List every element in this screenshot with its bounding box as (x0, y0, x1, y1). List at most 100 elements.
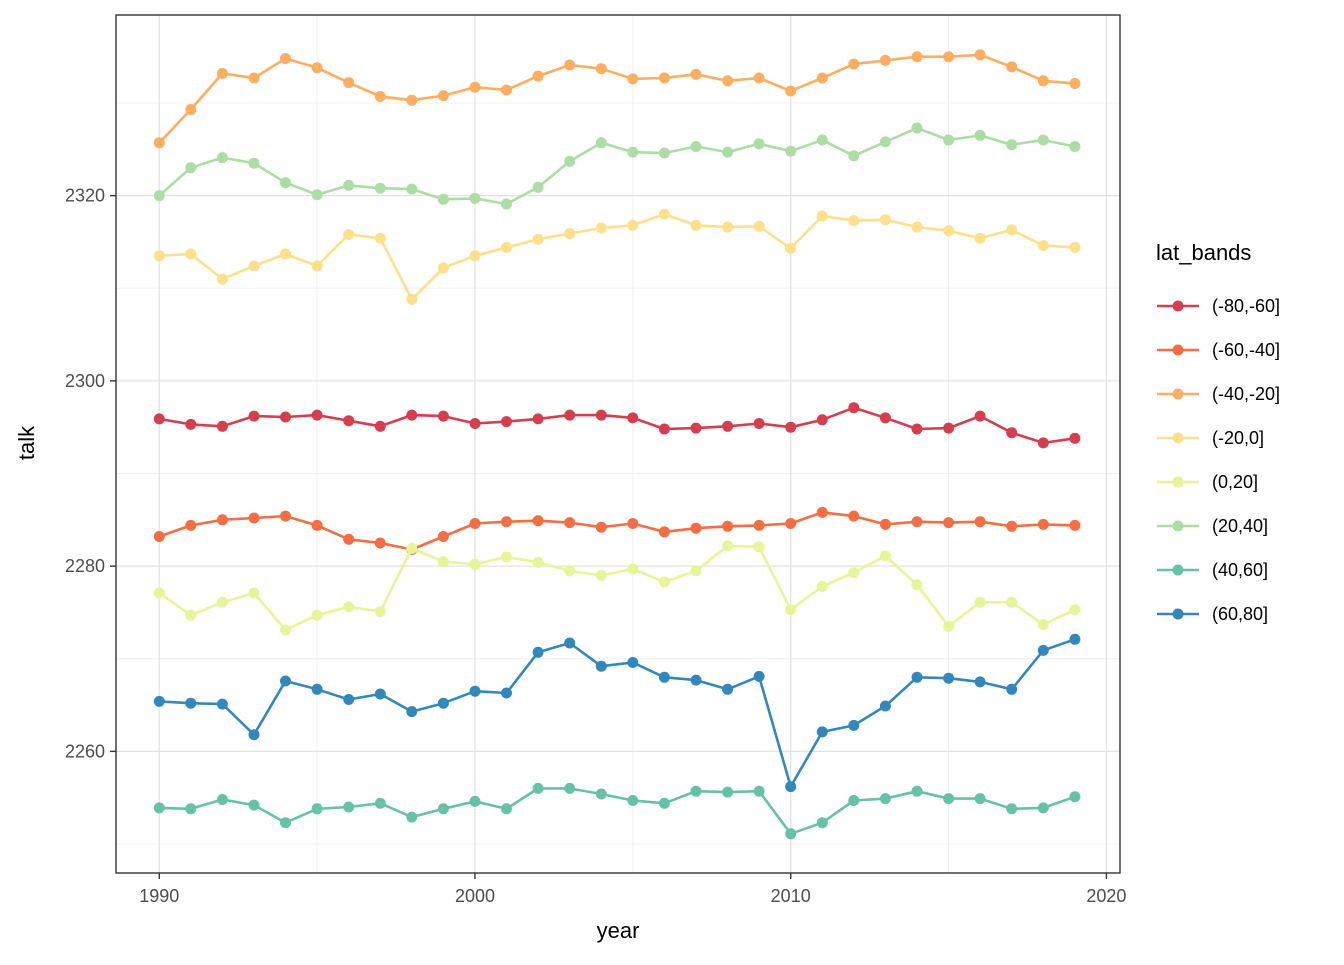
data-point (785, 518, 797, 529)
data-point (879, 412, 891, 424)
data-point (437, 410, 449, 422)
data-point (469, 558, 481, 570)
data-point (1037, 240, 1049, 252)
data-point (943, 672, 955, 684)
data-point (753, 418, 765, 429)
data-point (437, 262, 449, 274)
data-point (564, 228, 576, 240)
legend-item: (-20,0] (1156, 416, 1342, 460)
data-point (690, 422, 702, 434)
data-point (816, 210, 828, 222)
data-point (595, 222, 607, 234)
legend-key-icon (1157, 520, 1199, 532)
data-point (722, 540, 734, 552)
data-point (374, 91, 386, 102)
data-point (785, 604, 797, 616)
data-point (1037, 75, 1049, 87)
data-point (216, 596, 228, 608)
data-point (501, 242, 512, 253)
data-point (690, 522, 702, 534)
data-point (974, 596, 986, 608)
data-point (532, 413, 544, 425)
data-point (374, 537, 386, 549)
legend-item: (60,80] (1156, 592, 1342, 636)
legend-item-label: (-20,0] (1212, 427, 1265, 448)
data-point (753, 220, 765, 232)
data-point (185, 519, 197, 531)
data-point (722, 520, 734, 532)
data-point (185, 697, 197, 709)
data-point (1006, 427, 1018, 439)
data-point (406, 293, 418, 305)
data-point (469, 192, 481, 204)
data-point (816, 414, 828, 426)
data-point (943, 225, 955, 237)
data-point (595, 521, 607, 533)
data-point (658, 208, 670, 220)
data-point (658, 72, 670, 84)
legend-items: (-80,-60] (-60,-40] (-40,-20] (-20,0] (0,20]… (1156, 284, 1342, 636)
data-point (1006, 520, 1018, 532)
data-point (280, 53, 291, 64)
data-point (501, 803, 512, 815)
data-point (1006, 61, 1018, 73)
data-point (311, 609, 323, 621)
data-point (185, 248, 197, 260)
data-point (658, 671, 670, 683)
data-point (1006, 224, 1018, 236)
data-point (974, 676, 986, 688)
legend-title: lat_bands (1156, 240, 1252, 265)
data-point (722, 786, 734, 798)
legend-key-icon (1157, 388, 1199, 400)
data-point (658, 797, 670, 809)
data-point (437, 193, 449, 205)
data-point (406, 543, 418, 554)
data-point (153, 137, 165, 149)
data-point (469, 81, 481, 93)
data-point (374, 232, 386, 244)
data-point (216, 420, 228, 432)
data-point (753, 785, 765, 797)
data-point (785, 85, 797, 97)
data-point (816, 581, 828, 592)
data-point (437, 556, 449, 567)
data-point (1037, 802, 1049, 814)
data-point (848, 150, 860, 162)
data-point (911, 516, 923, 528)
legend-item: (0,20] (1156, 460, 1342, 504)
data-point (1037, 619, 1049, 630)
data-point (532, 646, 544, 658)
data-point (248, 799, 260, 811)
data-point (879, 518, 891, 530)
data-point (943, 620, 955, 632)
data-point (974, 232, 986, 244)
data-point (185, 418, 197, 430)
data-point (216, 794, 228, 805)
data-point (406, 706, 418, 718)
data-point (879, 54, 891, 66)
legend-key-icon (1157, 300, 1199, 312)
data-point (848, 58, 860, 70)
data-point (848, 567, 860, 579)
data-point (406, 409, 418, 421)
data-point (280, 411, 291, 423)
legend-item-label: (-80,-60] (1212, 295, 1281, 316)
data-point (595, 409, 607, 421)
data-point (311, 62, 323, 74)
data-point (658, 576, 670, 588)
data-point (722, 146, 734, 158)
data-point (690, 785, 702, 797)
data-point (469, 518, 481, 529)
legend-item: (40,60] (1156, 548, 1342, 592)
data-point (406, 94, 418, 106)
data-point (343, 694, 355, 705)
panel-background (116, 15, 1120, 873)
data-point (658, 526, 670, 538)
data-point (437, 531, 449, 542)
data-point (1006, 683, 1018, 695)
x-tick-label: 1990 (139, 886, 179, 906)
data-point (532, 233, 544, 245)
data-point (848, 510, 860, 522)
data-point (879, 550, 891, 562)
